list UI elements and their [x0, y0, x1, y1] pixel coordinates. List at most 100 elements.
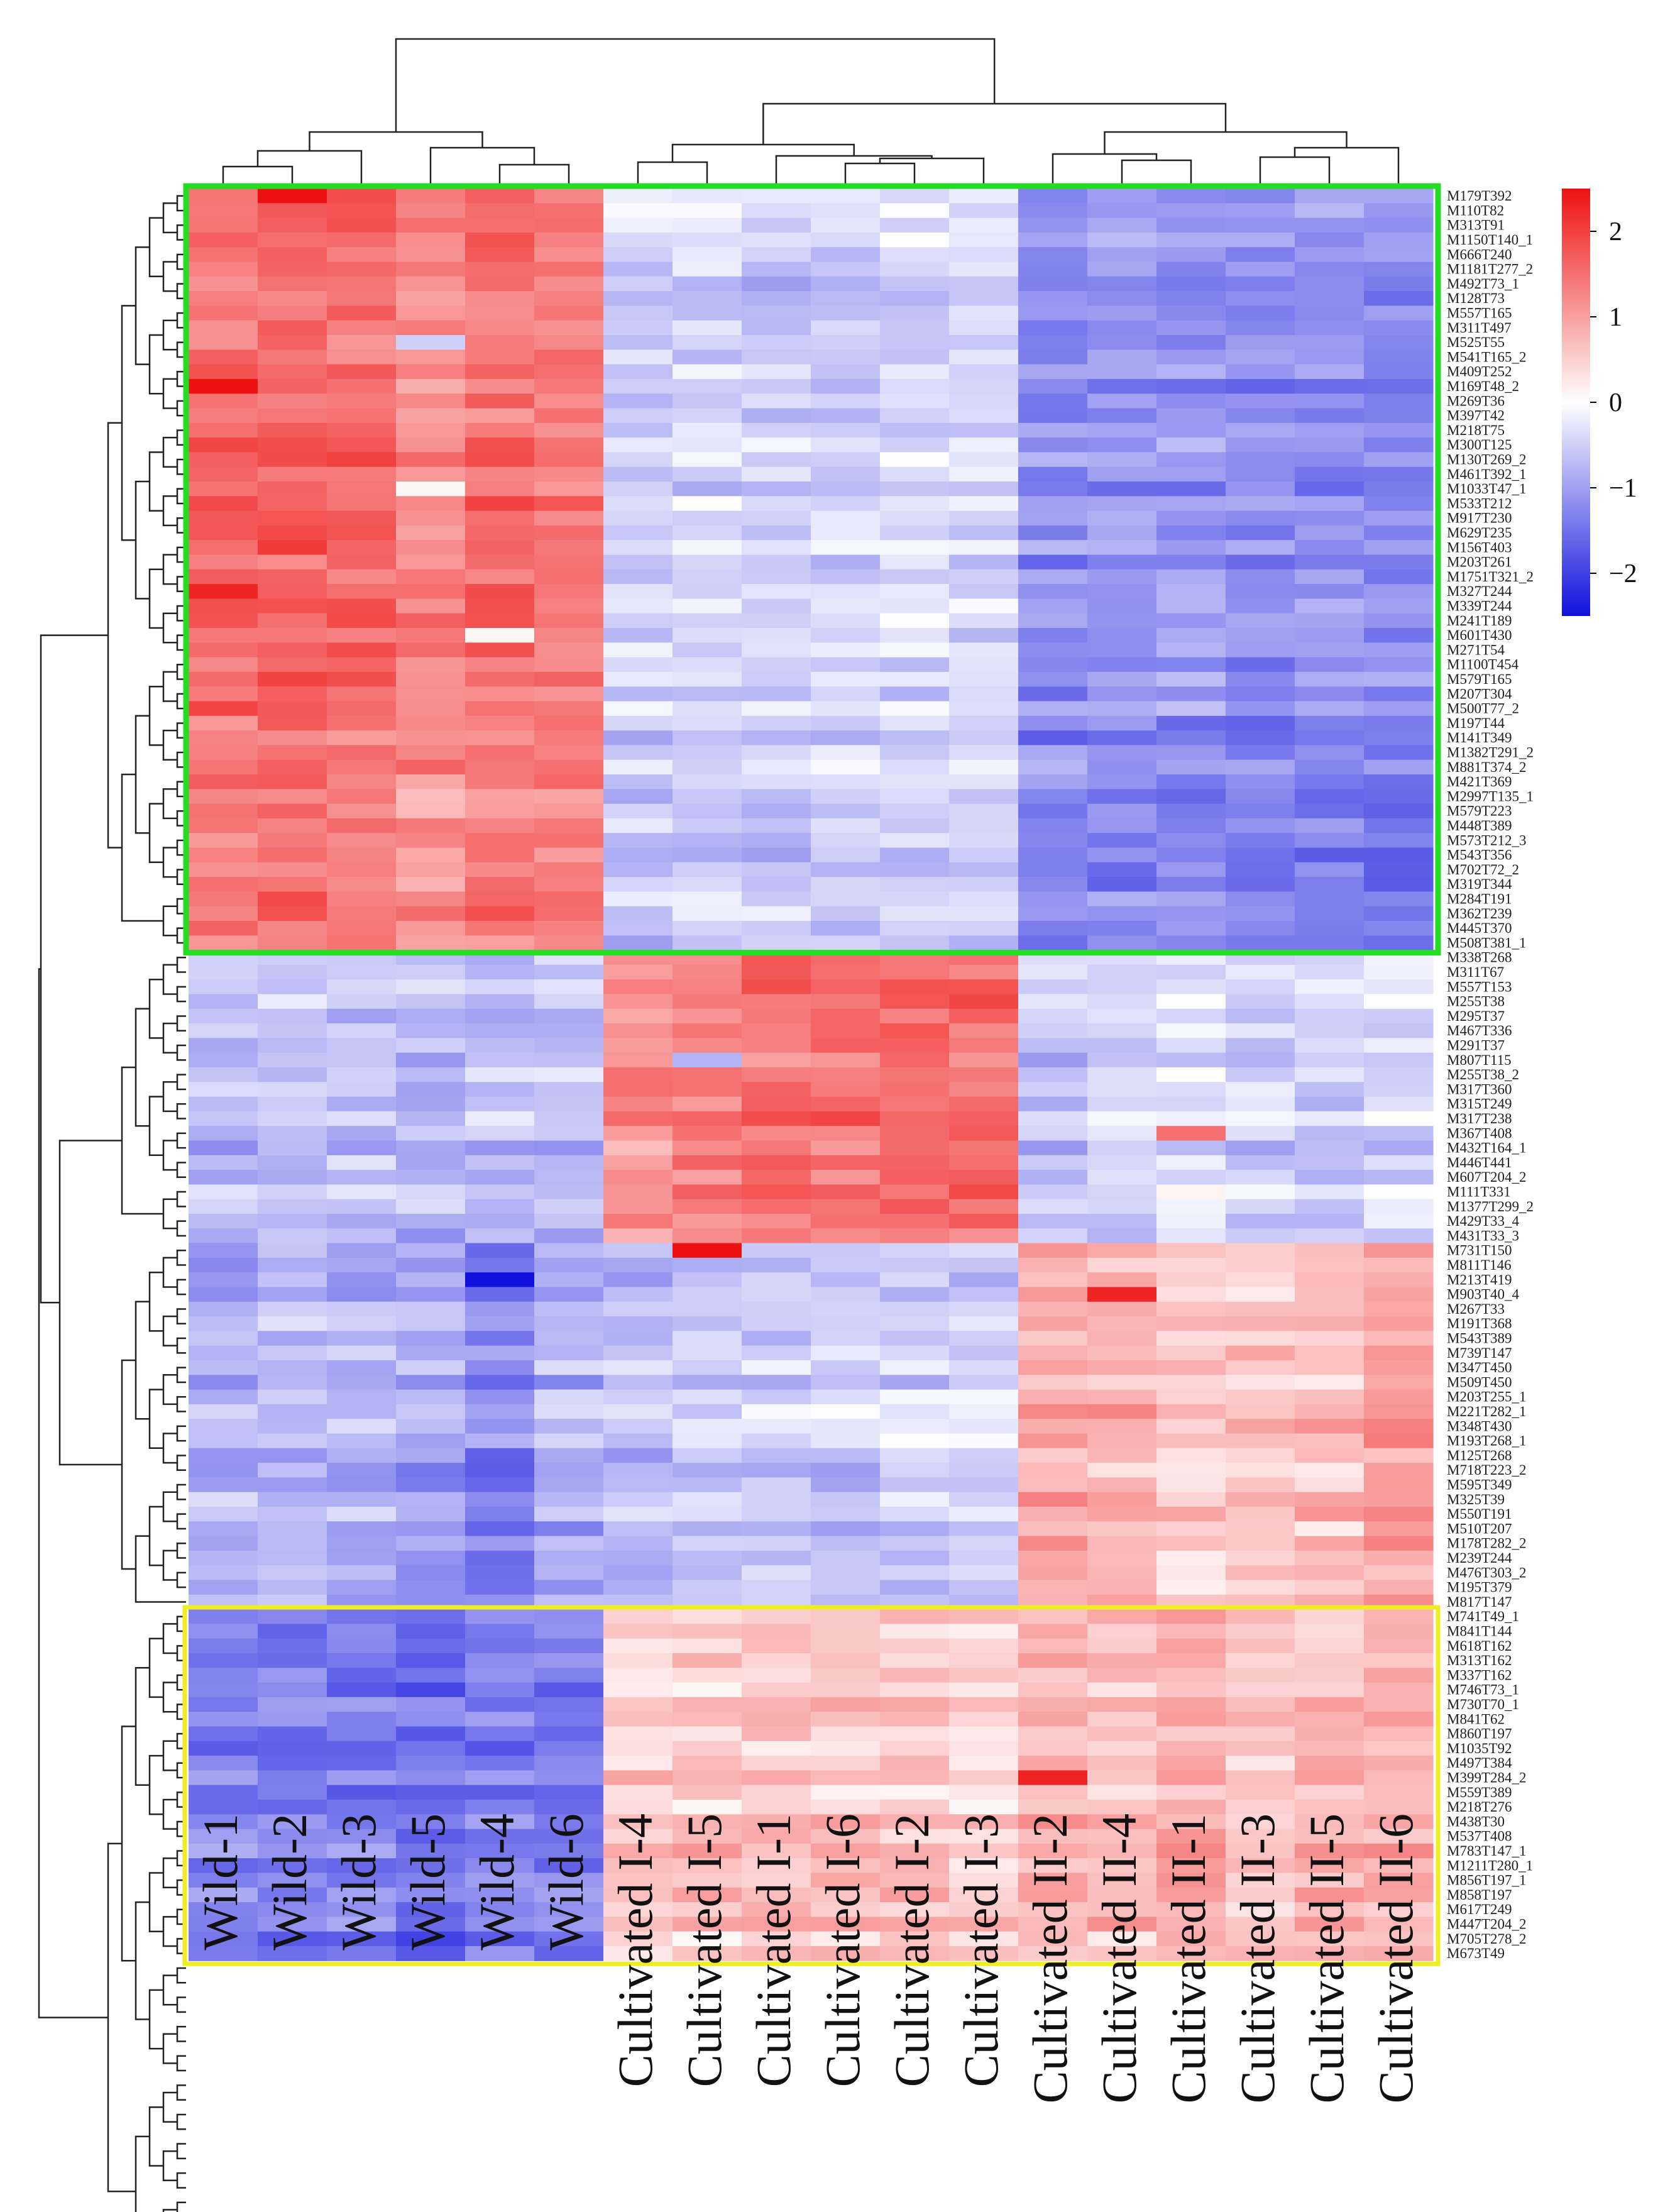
heatmap-cell	[1226, 1565, 1295, 1581]
heatmap-cell	[258, 1155, 327, 1170]
heatmap-cell	[1018, 1741, 1088, 1756]
heatmap-cell	[465, 584, 535, 599]
heatmap-cell	[673, 1243, 742, 1258]
row-label: M313T162	[1447, 1653, 1512, 1668]
dendrogram-branch	[176, 986, 186, 1003]
heatmap-cell	[1156, 1770, 1226, 1786]
heatmap-cell	[673, 1214, 742, 1229]
heatmap-cell	[603, 1682, 673, 1698]
heatmap-cell	[189, 1301, 258, 1317]
heatmap-cell	[1156, 1228, 1226, 1244]
heatmap-cell	[1295, 862, 1365, 878]
heatmap-cell	[1087, 1052, 1157, 1068]
heatmap-cell	[1087, 598, 1157, 614]
heatmap-cell	[327, 1082, 397, 1098]
heatmap-cell	[673, 774, 742, 790]
heatmap-cell	[1226, 847, 1295, 863]
heatmap-cell	[534, 247, 604, 263]
heatmap-cell	[534, 891, 604, 907]
dendrogram-branch	[176, 1396, 186, 1412]
dendrogram-branch	[162, 905, 177, 937]
heatmap-cell	[1226, 1272, 1295, 1288]
heatmap-cell	[1087, 481, 1157, 497]
heatmap-cell	[742, 1624, 811, 1639]
row-label: M537T408	[1447, 1829, 1512, 1844]
heatmap-cell	[673, 584, 742, 599]
heatmap-cell	[327, 1126, 397, 1142]
heatmap-cell	[534, 628, 604, 643]
heatmap-cell	[396, 1580, 466, 1595]
heatmap-cell	[742, 745, 811, 761]
heatmap-cell	[189, 964, 258, 980]
dendrogram-branch	[1104, 131, 1348, 154]
heatmap-cell	[880, 1756, 950, 1771]
heatmap-cell	[1364, 906, 1434, 922]
heatmap-cell	[1018, 261, 1088, 277]
heatmap-cell	[1087, 1272, 1157, 1288]
row-label: M399T284_2	[1447, 1770, 1527, 1786]
heatmap-cell	[880, 232, 950, 248]
heatmap-cell	[465, 877, 535, 892]
heatmap-cell	[189, 261, 258, 277]
heatmap-cell	[1226, 1008, 1295, 1024]
heatmap-cell	[465, 1389, 535, 1405]
heatmap-cell	[1364, 1887, 1434, 1903]
heatmap-cell	[603, 247, 673, 263]
heatmap-cell	[880, 1257, 950, 1273]
dendrogram-branch	[135, 2135, 150, 2212]
heatmap-cell	[1156, 789, 1226, 805]
heatmap-cell	[949, 1946, 1019, 1961]
heatmap-cell	[465, 1580, 535, 1595]
heatmap-cell	[742, 891, 811, 907]
heatmap-cell	[742, 1858, 811, 1874]
heatmap-cell	[1156, 1653, 1226, 1668]
heatmap-cell	[327, 686, 397, 702]
heatmap-cell	[327, 921, 397, 936]
heatmap-cell	[949, 1331, 1019, 1346]
heatmap-cell	[1087, 1829, 1157, 1844]
heatmap-cell	[1087, 1126, 1157, 1142]
heatmap-cell	[1018, 481, 1088, 497]
heatmap-cell	[603, 818, 673, 834]
heatmap-cell	[396, 510, 466, 526]
heatmap-cell	[742, 628, 811, 643]
row-label: M218T75	[1447, 422, 1505, 438]
heatmap-cell	[396, 1404, 466, 1419]
heatmap-cell	[949, 1243, 1019, 1258]
heatmap-cell	[1087, 1375, 1157, 1390]
heatmap-cell	[949, 1038, 1019, 1054]
heatmap-cell	[949, 1067, 1019, 1082]
heatmap-cell	[1295, 935, 1365, 951]
heatmap-cell	[189, 1653, 258, 1668]
dendrogram-branch	[162, 612, 177, 644]
heatmap-cell	[1364, 452, 1434, 468]
dendrogram-branch	[107, 422, 122, 849]
row-label: M557T165	[1447, 305, 1512, 321]
heatmap-cell	[1295, 1814, 1365, 1830]
heatmap-cell	[1295, 584, 1365, 599]
heatmap-cell	[1226, 921, 1295, 936]
heatmap-cell	[1018, 1228, 1088, 1244]
heatmap-cell	[673, 979, 742, 995]
heatmap-cell	[1226, 1126, 1295, 1142]
heatmap-cell	[189, 1331, 258, 1346]
heatmap-cell	[880, 1463, 950, 1478]
heatmap-cell	[1226, 1682, 1295, 1698]
heatmap-cell	[1226, 671, 1295, 687]
heatmap-cell	[534, 378, 604, 394]
heatmap-cell	[949, 1155, 1019, 1170]
heatmap-cell	[465, 671, 535, 687]
heatmap-cell	[1018, 1096, 1088, 1112]
heatmap-cell	[258, 1887, 327, 1903]
heatmap-cell	[949, 994, 1019, 1010]
heatmap-cell	[327, 1155, 397, 1170]
heatmap-cell	[258, 261, 327, 277]
heatmap-cell	[742, 1756, 811, 1771]
heatmap-cell	[327, 1609, 397, 1624]
heatmap-cell	[189, 1067, 258, 1082]
heatmap-cell	[1018, 247, 1088, 263]
heatmap-cell	[811, 1287, 881, 1302]
heatmap-cell	[1364, 1946, 1434, 1961]
row-label: M903T40_4	[1447, 1287, 1520, 1302]
